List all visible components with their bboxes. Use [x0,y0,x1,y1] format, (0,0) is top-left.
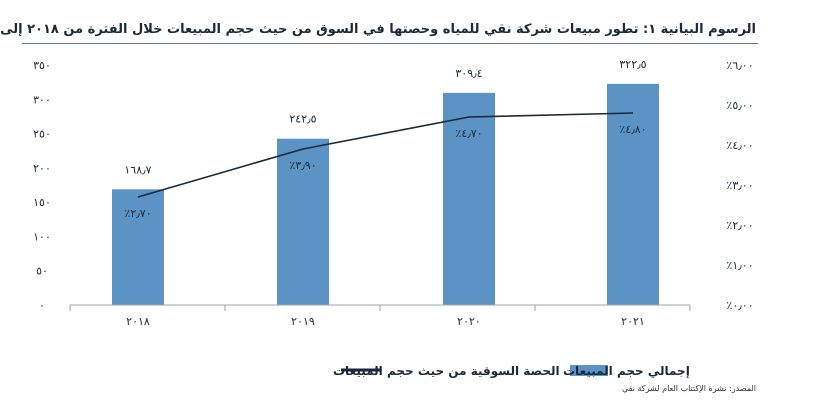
right-axis: ٪٠٫٠٠ ٪١٫٠٠ ٪٢٫٠٠ ٪٣٫٠٠ ٪٤٫٠٠ ٪٥٫٠٠ ٪٦٫٠٠ [726,59,753,312]
y-right-tick-label: ٪٦٫٠٠ [726,59,753,72]
data-labels-group: ١٦٨٫٧ ٪٢٫٧٠ ٢٤٢٫٥ ٪٣٫٩٠ ٣٠٩٫٤ ٪٤٫٧٠ ٣٢٢٫٥ ٪٤٫٨٠ [124,58,646,220]
market-share-line [137,112,634,198]
y-right-tick-label: ٪٣٫٠٠ [726,179,753,192]
line-value-label: ٪٣٫٩٠ [289,159,316,172]
source-note: المصدر: نشرة الإكتتاب العام لشركة نقي [622,384,756,393]
x-tick-label: ٢٠١٩ [291,315,315,328]
legend-bar-label: إجمالي حجم المبيعات [563,364,690,378]
y-left-tick-label: ٣٠٠ [33,93,51,106]
legend-bar-swatch [570,365,608,376]
y-left-tick-label: ٥٠ [36,265,48,278]
line-value-label: ٪٤٫٧٠ [455,127,482,140]
bar-0 [112,189,164,305]
y-left-tick-label: ٢٠٠ [33,162,51,175]
x-tick-label: ٢٠٢١ [621,315,645,328]
y-right-tick-label: ٪٤٫٠٠ [726,139,753,152]
left-axis: ٠ ٥٠ ١٠٠ ١٥٠ ٢٠٠ ٢٥٠ ٣٠٠ ٣٥٠ [33,59,51,312]
bar-value-label: ١٦٨٫٧ [124,163,151,176]
legend-line-label: الحصة السوقية من حيث حجم المبيعات [333,364,560,379]
bar-value-label: ٣٢٢٫٥ [619,58,646,71]
x-axis: ٢٠١٨ ٢٠١٩ ٢٠٢٠ ٢٠٢١ [69,304,691,328]
y-left-tick-label: ١٥٠ [33,196,51,209]
line-value-label: ٪٤٫٨٠ [619,123,646,136]
y-left-tick-label: ٢٥٠ [33,128,51,141]
y-left-tick-label: ٠ [39,299,45,312]
y-right-tick-label: ٪٢٫٠٠ [726,219,753,232]
line-value-label: ٪٢٫٧٠ [124,207,151,220]
y-left-tick-label: ١٠٠ [33,230,51,243]
x-tick-label: ٢٠٢٠ [457,315,481,328]
line-group [137,112,634,198]
y-right-tick-label: ٪١٫٠٠ [726,259,753,272]
bars-group [112,83,659,305]
y-right-tick-label: ٪٥٫٠٠ [726,99,753,112]
title-divider [22,43,758,44]
bar-2 [443,92,495,305]
y-left-tick-label: ٣٥٠ [33,59,51,72]
bar-3 [607,83,659,305]
y-right-tick-label: ٪٠٫٠٠ [726,299,753,312]
bar-1 [277,138,329,305]
chart-title: الرسوم البيانية ١: تطور مبيعات شركة نقي … [0,22,756,37]
bar-value-label: ٢٤٢٫٥ [289,113,316,126]
bar-value-label: ٣٠٩٫٤ [455,67,482,80]
x-tick-label: ٢٠١٨ [126,315,150,328]
